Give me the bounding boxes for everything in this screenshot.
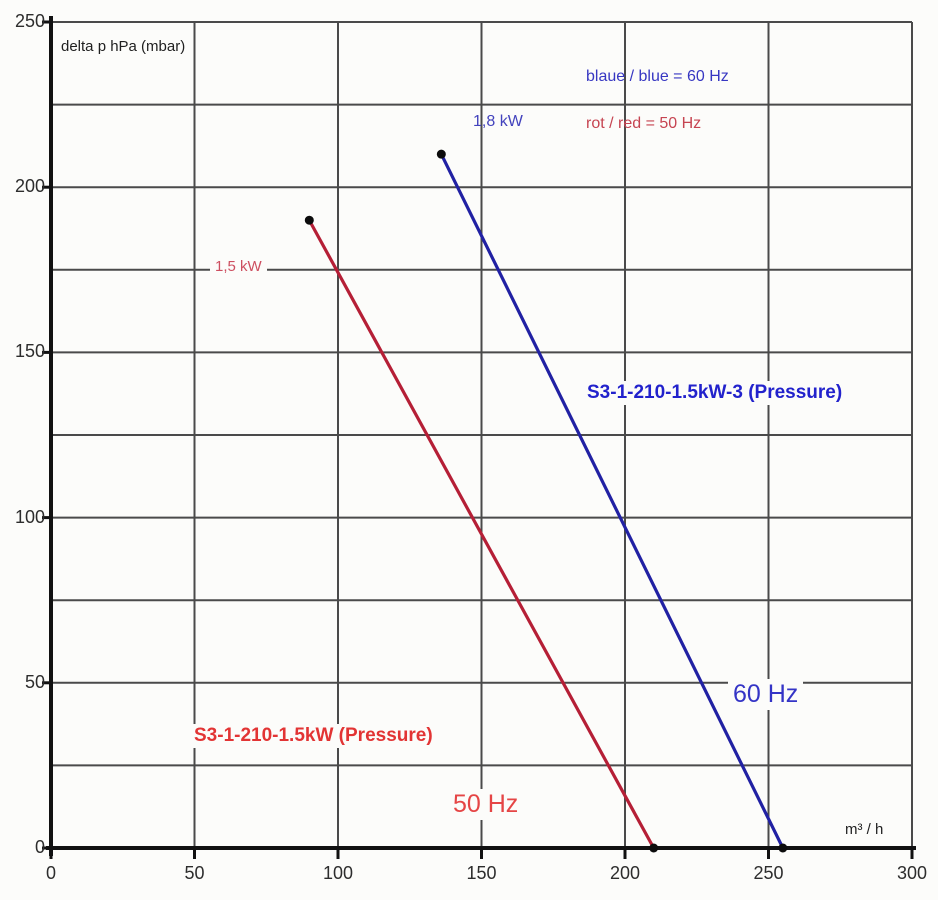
x-tick-label: 200 xyxy=(609,863,641,883)
x-tick-label: 0 xyxy=(45,863,56,883)
x-tick-label: 250 xyxy=(753,863,784,883)
freq-label-blue: 60 Hz xyxy=(728,679,804,710)
series-line-60hz xyxy=(439,152,785,850)
y-tick-label: 250 xyxy=(14,11,45,31)
legend-red: rot / red = 50 Hz xyxy=(586,115,702,132)
endpoint-marker-50hz xyxy=(649,843,659,853)
series-line-50hz xyxy=(307,218,656,850)
x-tick-label: 150 xyxy=(466,863,497,883)
power-label-blue: 1,8 kW xyxy=(473,113,523,130)
y-tick-label: 100 xyxy=(14,506,45,527)
power-label-red: 1,5 kW xyxy=(210,257,267,277)
y-tick-label: 0 xyxy=(34,837,45,857)
freq-label-red: 50 Hz xyxy=(448,789,524,820)
endpoint-marker-60hz xyxy=(436,149,446,159)
y-tick-label: 150 xyxy=(14,341,45,362)
x-tick-label: 300 xyxy=(896,863,928,883)
y-tick-label: 50 xyxy=(24,671,45,692)
x-tick-label: 50 xyxy=(184,863,205,883)
series-title-red: S3-1-210-1.5kW (Pressure) xyxy=(189,724,438,748)
endpoint-marker-60hz xyxy=(778,843,788,853)
x-axis-title: m³ / h xyxy=(840,820,889,840)
endpoint-marker-50hz xyxy=(304,215,314,225)
series-title-blue: S3-1-210-1.5kW-3 (Pressure) xyxy=(582,381,848,405)
y-tick-label: 200 xyxy=(14,176,45,197)
legend-blue: blaue / blue = 60 Hz xyxy=(586,68,729,85)
x-tick-label: 100 xyxy=(322,863,354,883)
y-axis-title: delta p hPa (mbar) xyxy=(61,38,186,55)
